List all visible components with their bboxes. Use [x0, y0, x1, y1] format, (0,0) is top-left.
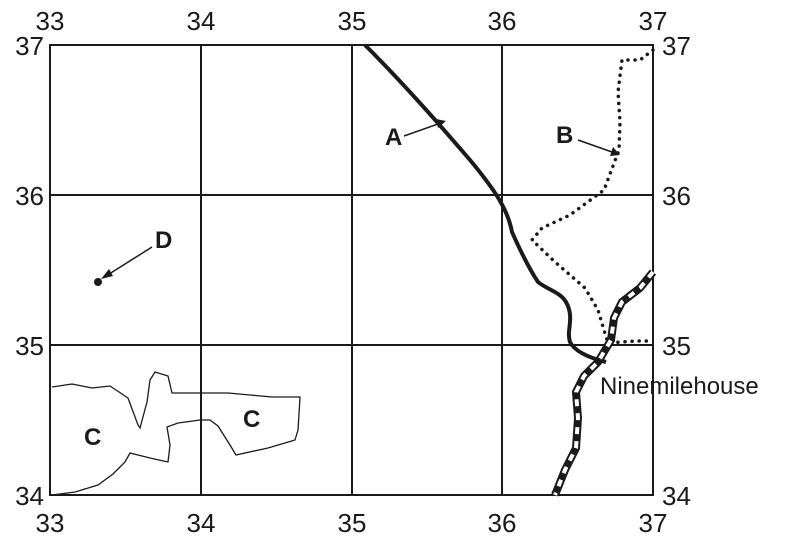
arrow-d	[105, 246, 153, 277]
left-northing-37: 37	[15, 31, 44, 61]
arrow-b	[577, 139, 613, 153]
bottom-easting-37: 37	[639, 508, 668, 538]
place-name-ninemilehouse: Ninemilehouse	[600, 373, 759, 400]
label-c-east: C	[243, 406, 260, 433]
feature-b-line	[529, 48, 655, 345]
top-easting-37: 37	[639, 6, 668, 36]
label-d: D	[155, 227, 172, 254]
arrowhead-a	[436, 119, 446, 128]
left-northing-34: 34	[15, 481, 44, 511]
arrowhead-b	[610, 147, 620, 156]
bottom-easting-35: 35	[338, 508, 367, 538]
top-easting-labels: 33 34 35 36 37	[36, 6, 668, 36]
top-easting-34: 34	[187, 6, 216, 36]
right-northing-37: 37	[662, 31, 691, 61]
feature-a-line	[363, 43, 607, 364]
bottom-easting-33: 33	[36, 508, 65, 538]
top-easting-33: 33	[36, 6, 65, 36]
right-northing-labels: 37 36 35 34	[662, 31, 691, 511]
right-northing-36: 36	[662, 181, 691, 211]
arrow-a	[403, 123, 439, 137]
top-easting-36: 36	[488, 6, 517, 36]
road-stripes	[553, 270, 655, 496]
area-c-outline	[51, 371, 301, 496]
left-northing-35: 35	[15, 331, 44, 361]
label-a: A	[385, 124, 402, 151]
label-c-west: C	[84, 424, 101, 451]
left-northing-labels: 37 36 35 34	[15, 31, 44, 511]
right-northing-34: 34	[662, 481, 691, 511]
road	[551, 269, 657, 497]
bottom-easting-labels: 33 34 35 36 37	[36, 508, 668, 538]
label-b: B	[556, 122, 573, 149]
left-northing-36: 36	[15, 181, 44, 211]
bottom-easting-36: 36	[488, 508, 517, 538]
arrowhead-d	[101, 269, 113, 279]
top-easting-35: 35	[338, 6, 367, 36]
right-northing-35: 35	[662, 331, 691, 361]
feature-d-point	[94, 278, 102, 286]
bottom-easting-34: 34	[187, 508, 216, 538]
